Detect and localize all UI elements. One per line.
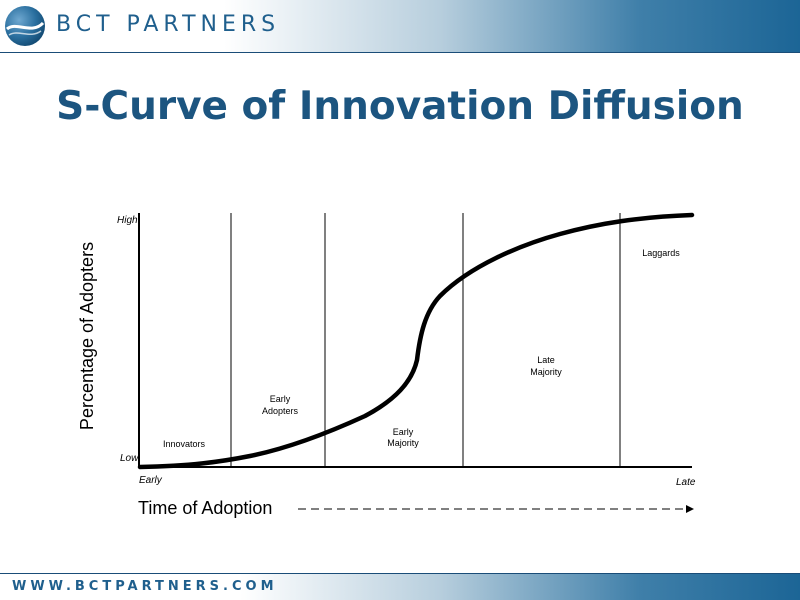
segment-label-early-adopters-1: Early (270, 394, 291, 404)
y-axis-title: Percentage of Adopters (77, 242, 97, 430)
segment-label-laggards: Laggards (642, 248, 680, 258)
segment-label-early-majority-1: Early (393, 427, 414, 437)
brand-name: BCT PARTNERS (56, 12, 281, 37)
header-bar: BCT PARTNERS (0, 0, 800, 53)
x-late-label: Late (676, 477, 696, 488)
x-early-label: Early (139, 475, 163, 486)
y-high-label: High (117, 215, 138, 226)
segment-label-early-majority-2: Majority (387, 438, 419, 448)
globe-logo-icon (5, 6, 45, 46)
x-axis-title: Time of Adoption (138, 498, 272, 518)
segment-label-innovators: Innovators (163, 439, 206, 449)
footer-url: WWW.BCTPARTNERS.COM (12, 579, 278, 594)
adoption-s-curve (137, 212, 695, 470)
y-low-label: Low (120, 453, 139, 464)
segment-label-early-adopters-2: Adopters (262, 406, 299, 416)
segment-label-late-majority-2: Majority (530, 367, 562, 377)
footer-bar: WWW.BCTPARTNERS.COM (0, 573, 800, 600)
arrow-head-icon (686, 505, 694, 513)
segment-label-late-majority-1: Late (537, 355, 555, 365)
slide-title: S-Curve of Innovation Diffusion (56, 84, 744, 129)
